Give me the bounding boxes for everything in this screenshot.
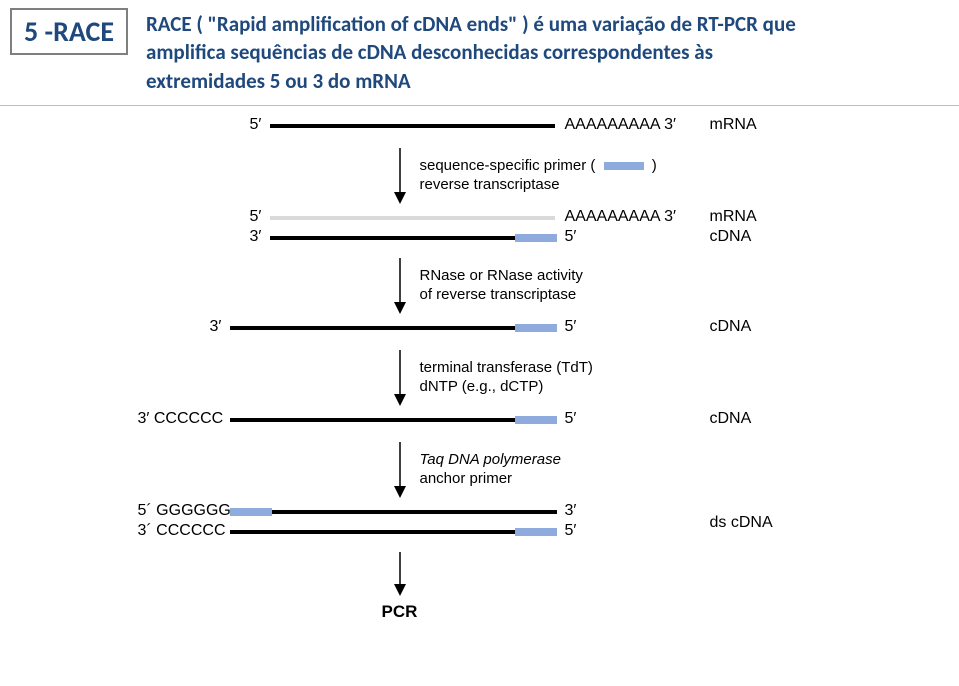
section-description: RACE ( "Rapid amplification of cDNA ends…: [146, 8, 796, 95]
desc-line: amplifica sequências de cDNA desconhecid…: [146, 38, 796, 66]
step-1: sequence-specific primer ( ) reverse tra…: [390, 148, 830, 204]
primer-block: [230, 508, 272, 516]
strand-cdna2: 3′ 5′ cDNA: [130, 320, 830, 340]
taq-italic: Taq DNA polymerase: [420, 451, 561, 468]
stage-mrna: 5′ AAAAAAAAA 3′ mRNA: [130, 118, 830, 142]
strand-bot: 3´ CCCCCC 5′ ds cDNA: [130, 524, 830, 544]
arrow-icon: [390, 442, 410, 498]
mol-label-mrna: mRNA: [710, 208, 757, 226]
end-label-5: 5′: [565, 522, 577, 540]
step-line: dNTP (e.g., dCTP): [420, 378, 593, 397]
mol-label-mrna: mRNA: [710, 116, 757, 134]
step-text: Taq DNA polymerase anchor primer: [420, 451, 561, 489]
desc-line: RACE ( "Rapid amplification of cDNA ends…: [146, 10, 796, 38]
mol-label-dscdna: ds cDNA: [710, 514, 773, 532]
desc-line: extremidades 5 ou 3 do mRNA: [146, 67, 796, 95]
stage-cdna-tailed: 3′ CCCCCC 5′ cDNA: [130, 412, 830, 436]
step-line: anchor primer: [420, 470, 561, 489]
step-4: Taq DNA polymerase anchor primer: [390, 442, 830, 498]
polya-tail: AAAAAAAAA 3′: [565, 208, 677, 226]
primer-block: [515, 324, 557, 332]
mol-label-cdna: cDNA: [710, 318, 752, 336]
step-text: terminal transferase (TdT) dNTP (e.g., d…: [420, 359, 593, 397]
primer-block: [515, 416, 557, 424]
primer-block: [515, 234, 557, 242]
line-cdna: [270, 236, 515, 240]
step-line: reverse transcriptase: [420, 176, 657, 195]
stage-ds-cdna: 5´ GGGGGG 3′ 3´ CCCCCC 5′ ds cDNA: [130, 504, 830, 546]
strand-cdna: 3′ 5′ cDNA: [130, 230, 830, 250]
end-label-3: 3′: [250, 228, 262, 246]
pcr-label: PCR: [382, 602, 830, 622]
line-cdna2: [230, 326, 515, 330]
primer-icon: [604, 162, 644, 170]
cccccc-3: 3´ CCCCCC: [138, 522, 226, 540]
end-label-3: 3′: [565, 502, 577, 520]
txt: sequence-specific primer (: [420, 157, 596, 174]
strand-cdna3: 3′ CCCCCC 5′ cDNA: [130, 412, 830, 432]
strand-mrna: 5′ AAAAAAAAA 3′ mRNA: [130, 118, 830, 138]
primer-block: [515, 528, 557, 536]
stage-cdna: 3′ 5′ cDNA: [130, 320, 830, 344]
stage-mrna-cdna: 5′ AAAAAAAAA 3′ mRNA 3′ 5′ cDNA: [130, 210, 830, 252]
polya-tail: AAAAAAAAA 3′: [565, 116, 677, 134]
end-label-5: 5′: [565, 228, 577, 246]
step-line: RNase or RNase activity: [420, 267, 583, 286]
header: 5 -RACE RACE ( "Rapid amplification of c…: [0, 0, 959, 99]
divider: [0, 105, 959, 106]
end-label-5: 5′: [565, 410, 577, 428]
line-mrna: [270, 124, 555, 128]
end-label-5: 5′: [250, 116, 262, 134]
step-text: RNase or RNase activity of reverse trans…: [420, 267, 583, 305]
step-line: sequence-specific primer ( ): [420, 157, 657, 176]
arrow-icon: [390, 258, 410, 314]
mol-label-cdna: cDNA: [710, 228, 752, 246]
end-label-3: 3′: [210, 318, 222, 336]
race-diagram: 5′ AAAAAAAAA 3′ mRNA sequence-specific p…: [130, 118, 830, 622]
end-label-5: 5′: [565, 318, 577, 336]
line-top: [272, 510, 557, 514]
arrow-icon: [390, 350, 410, 406]
section-badge: 5 -RACE: [10, 8, 128, 55]
end-label-5: 5′: [250, 208, 262, 226]
arrow-icon: [390, 552, 410, 596]
step-3: terminal transferase (TdT) dNTP (e.g., d…: [390, 350, 830, 406]
step-final: [390, 552, 830, 596]
step-2: RNase or RNase activity of reverse trans…: [390, 258, 830, 314]
mol-label-cdna: cDNA: [710, 410, 752, 428]
txt: ): [652, 157, 657, 174]
arrow-icon: [390, 148, 410, 204]
line-bot: [230, 530, 515, 534]
step-line: terminal transferase (TdT): [420, 359, 593, 378]
step-line: Taq DNA polymerase: [420, 451, 561, 470]
strand-mrna2: 5′ AAAAAAAAA 3′ mRNA: [130, 210, 830, 230]
gggggg-5: 5´ GGGGGG: [138, 502, 231, 520]
step-text: sequence-specific primer ( ) reverse tra…: [420, 157, 657, 195]
line-mrna-pale: [270, 216, 555, 220]
step-line: of reverse transcriptase: [420, 286, 583, 305]
cccccc-tail-3: 3′ CCCCCC: [138, 410, 224, 428]
line-cdna3: [230, 418, 515, 422]
